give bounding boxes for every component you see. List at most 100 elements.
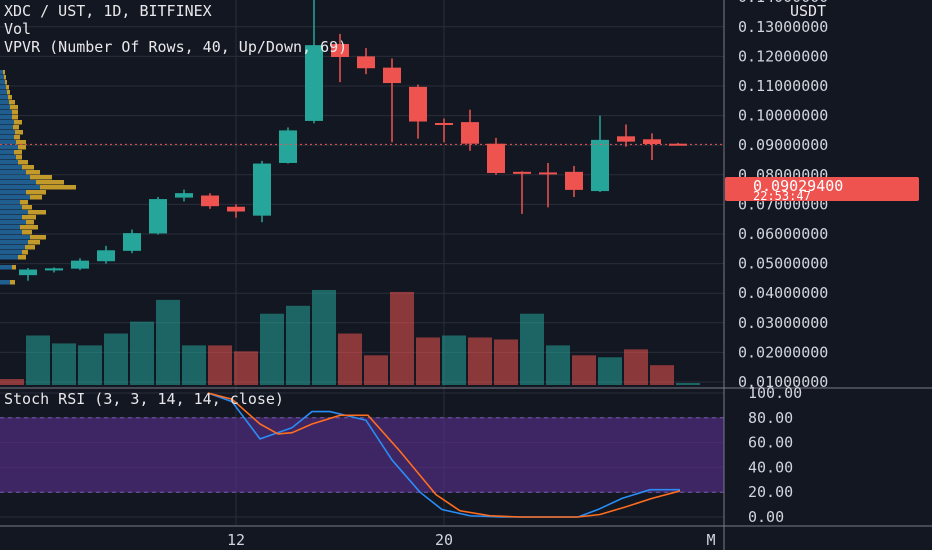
vpvr-row-up (0, 200, 20, 205)
vpvr-row-down (22, 205, 32, 210)
vpvr-row-down (28, 210, 46, 215)
vpvr-row-down (6, 85, 9, 90)
vpvr-row-down (10, 105, 18, 110)
vpvr-row-down (7, 90, 10, 95)
price-tick-label: 0.04000000 (738, 284, 828, 302)
vpvr-row-up (0, 155, 16, 160)
vpvr-row-up (0, 100, 9, 105)
vpvr-row-up (0, 80, 5, 85)
volume-bar (390, 291, 414, 385)
vpvr-row-down (30, 195, 42, 200)
vpvr-row-down (30, 175, 52, 180)
stoch-rsi-k-line (207, 392, 680, 518)
candle-body (227, 206, 245, 212)
vpvr-row-down (26, 190, 46, 195)
candle-body (331, 43, 349, 57)
candle-body (383, 67, 401, 84)
vpvr-row-down (25, 245, 35, 250)
vpvr-row-down (9, 100, 15, 105)
vpvr-row-up (0, 190, 26, 195)
volume-bar (0, 379, 24, 385)
stoch-tick-label: 20.00 (748, 483, 793, 501)
vpvr-row-down (20, 200, 28, 205)
price-tick-label: 0.06000000 (738, 225, 828, 243)
vpvr-row-up (0, 165, 22, 170)
candle-body (279, 130, 297, 163)
candle-body (591, 139, 609, 192)
vpvr-row-up (0, 130, 15, 135)
volume-bar (338, 333, 362, 385)
currency-label: USDT (790, 2, 827, 20)
overbought-oversold-band (0, 417, 724, 493)
candle-body (305, 45, 323, 121)
candle-body (123, 233, 141, 251)
candle-body (149, 199, 167, 234)
vpvr-row-down (22, 215, 36, 220)
vpvr-row-up (0, 75, 4, 80)
stoch-tick-label: 100.00 (748, 384, 802, 402)
vpvr-row-down (12, 110, 18, 115)
vpvr-row-up (0, 160, 18, 165)
vpvr-row-up (0, 180, 36, 185)
last-price-badge: 0.09029400 22:53:47 (725, 177, 919, 203)
candle-body (487, 143, 505, 174)
volume-bar (26, 335, 50, 385)
vpvr-row-up (0, 195, 30, 200)
candle-body (357, 56, 375, 69)
vpvr-legend: VPVR (Number Of Rows, 40, Up/Down, 69) (4, 38, 348, 56)
vpvr-row-down (16, 155, 22, 160)
candle-body (253, 163, 271, 216)
vpvr-row-down (14, 150, 22, 155)
time-tick-label: 20 (435, 531, 453, 549)
vpvr-row-down (18, 160, 28, 165)
vpvr-row-up (0, 120, 14, 125)
vpvr-row-down (14, 135, 20, 140)
candle-body (97, 250, 115, 262)
price-tick-label: 0.02000000 (738, 343, 828, 361)
candle-body (539, 172, 557, 175)
stoch-rsi-legend: Stoch RSI (3, 3, 14, 14, close) (4, 390, 284, 408)
volume-bar (78, 345, 102, 385)
time-axis-labels: 12 20 M (227, 531, 716, 549)
vpvr-row-up (0, 115, 12, 120)
stoch-rsi-d-line (207, 392, 681, 518)
vpvr-row-up (0, 250, 22, 255)
volume-bar (130, 321, 154, 385)
vpvr-row-up (0, 90, 7, 95)
price-tick-label: 0.14000000 (738, 0, 828, 6)
vpvr-row-up (0, 265, 12, 270)
vpvr-row-up (0, 280, 10, 285)
vpvr-row-up (0, 170, 26, 175)
volume-bar (364, 355, 388, 385)
volume-bar (52, 343, 76, 385)
vpvr-row-down (26, 220, 34, 225)
vpvr-row-up (0, 225, 20, 230)
vpvr-row-up (0, 70, 3, 75)
volume-bar (260, 313, 284, 385)
volume-bars (0, 289, 700, 385)
price-tick-label: 0.05000000 (738, 255, 828, 273)
volume-bar (468, 337, 492, 385)
vpvr-row-up (0, 210, 28, 215)
stoch-rsi-lines (207, 392, 681, 518)
volume-bar (520, 313, 544, 385)
candle-body (175, 193, 193, 198)
volume-bar (286, 305, 310, 385)
vpvr-row-down (30, 235, 46, 240)
vpvr-row-up (0, 150, 14, 155)
price-tick-label: 0.10000000 (738, 107, 828, 125)
vpvr-row-up (0, 175, 30, 180)
stoch-tick-label: 80.00 (748, 409, 793, 427)
vpvr-row-up (0, 185, 40, 190)
vpvr-row-down (16, 140, 26, 145)
volume-bar (676, 383, 700, 385)
volume-bar (156, 299, 180, 385)
vpvr-row-down (12, 265, 16, 270)
price-tick-label: 0.03000000 (738, 314, 828, 332)
vpvr-row-up (0, 220, 26, 225)
volume-profile (0, 70, 76, 285)
chart-title: XDC / UST, 1D, BITFINEX (4, 2, 212, 20)
volume-bar (234, 351, 258, 385)
vpvr-row-up (0, 240, 28, 245)
